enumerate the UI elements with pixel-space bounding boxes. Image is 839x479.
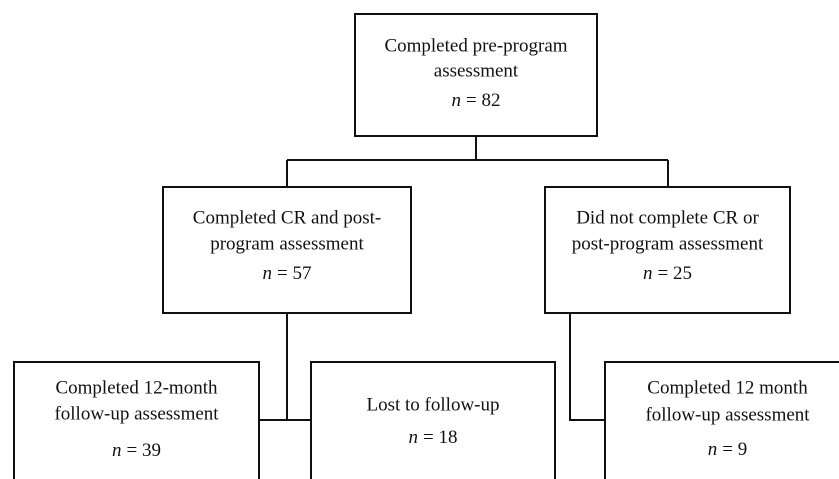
node-count: n = 25	[643, 263, 692, 284]
count-value: = 82	[466, 90, 500, 111]
count-symbol: n	[263, 263, 273, 284]
count-symbol: n	[643, 263, 653, 284]
node: Completed 12 month follow-up assessment n =…	[604, 361, 839, 479]
node: Completed pre-program assessment n = 82	[354, 13, 598, 137]
node-count: n = 9	[708, 439, 747, 460]
connector	[259, 313, 311, 421]
node-label: Lost to follow-up	[367, 394, 500, 415]
node-label: Completed pre-program	[384, 35, 567, 56]
count-symbol: n	[452, 90, 462, 111]
count-value: = 57	[277, 263, 311, 284]
node-label: Completed 12-month	[55, 377, 218, 398]
connector	[286, 136, 669, 187]
node-label: follow-up assessment	[54, 403, 219, 424]
node: Completed CR and post-program assessment…	[162, 186, 412, 314]
count-value: = 18	[423, 427, 457, 448]
node-box	[13, 361, 260, 479]
count-symbol: n	[708, 439, 718, 460]
node-label: follow-up assessment	[645, 404, 810, 425]
count-value: = 9	[722, 439, 747, 460]
count-value: = 39	[127, 440, 161, 461]
node-label: program assessment	[210, 233, 364, 254]
node-count: n = 82	[452, 90, 501, 111]
node-label: Did not complete CR or	[576, 207, 759, 228]
node-label: post-program assessment	[572, 233, 764, 254]
node-box	[544, 186, 791, 314]
node-count: n = 57	[263, 263, 312, 284]
node: Lost to follow-up n = 18	[310, 361, 556, 479]
node-label: Completed CR and post-	[193, 207, 381, 228]
node-count: n = 39	[112, 440, 161, 461]
node: Did not complete CR or post-program asses…	[544, 186, 791, 314]
node-box	[604, 361, 839, 479]
node-count: n = 18	[409, 427, 458, 448]
node: Completed 12-month follow-up assessment n =…	[13, 361, 260, 479]
node-box	[310, 361, 556, 479]
count-symbol: n	[409, 427, 419, 448]
node-box	[354, 13, 598, 137]
node-label: Completed 12 month	[647, 377, 808, 398]
count-symbol: n	[112, 440, 122, 461]
node-box	[162, 186, 412, 314]
node-label: assessment	[434, 60, 519, 81]
count-value: = 25	[658, 263, 692, 284]
connector	[569, 313, 605, 421]
connectors	[259, 136, 669, 421]
